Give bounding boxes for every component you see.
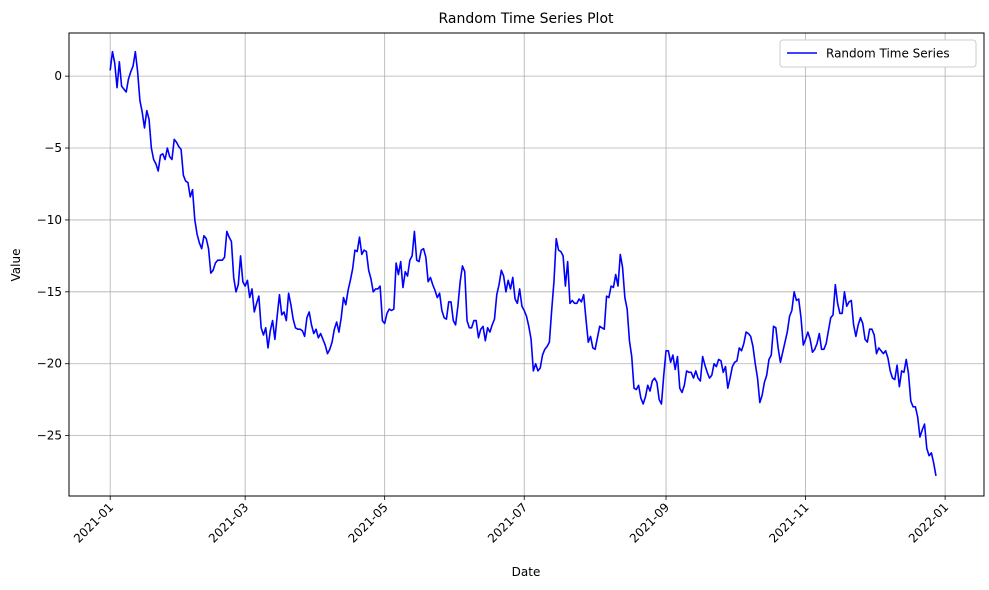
y-tick-label: 0 (54, 69, 62, 83)
y-tick-label: −15 (37, 285, 62, 299)
y-tick-label: −25 (37, 429, 62, 443)
legend-label: Random Time Series (826, 47, 950, 61)
y-tick-label: −20 (37, 357, 62, 371)
y-axis: 0 −5 −10 −15 −20 −25 (37, 69, 69, 443)
y-axis-label: Value (9, 249, 23, 282)
x-axis-label: Date (512, 565, 541, 579)
y-tick-label: −5 (44, 141, 62, 155)
grid (69, 33, 984, 496)
plot-frame (68, 32, 985, 497)
series-line (109, 50, 937, 477)
chart-title: Random Time Series Plot (438, 11, 614, 27)
legend-box (779, 39, 977, 68)
y-tick-label: −10 (37, 213, 62, 227)
legend: Random Time Series (779, 39, 977, 68)
